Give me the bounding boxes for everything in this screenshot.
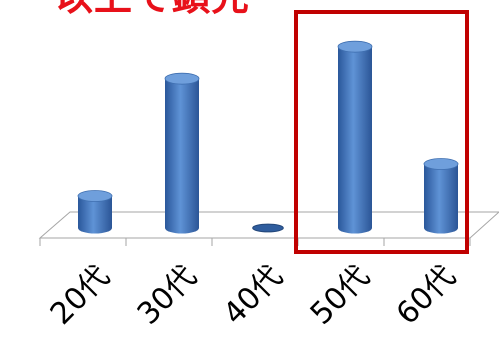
bar [423, 158, 459, 234]
bar-body [338, 46, 372, 234]
x-tick-label: 60代 [390, 259, 463, 332]
bar-body [78, 196, 112, 234]
bar [164, 72, 200, 234]
x-tick-label: 50代 [304, 259, 377, 332]
x-tick-label: 20代 [44, 259, 117, 332]
chart-title: 以上で顕先 [55, 0, 250, 16]
bar-top [77, 190, 113, 202]
x-tick-label: 30代 [131, 259, 204, 332]
highlight-box [294, 10, 469, 254]
bar-top [337, 40, 373, 53]
bar-body [165, 78, 199, 234]
x-tick-label: 40代 [217, 259, 290, 332]
bar-flat [252, 223, 284, 233]
bar-top [423, 158, 459, 170]
bar-top [164, 72, 200, 85]
bar [252, 223, 284, 233]
bar [77, 190, 113, 234]
bar [337, 40, 373, 234]
bar-body [424, 164, 458, 234]
